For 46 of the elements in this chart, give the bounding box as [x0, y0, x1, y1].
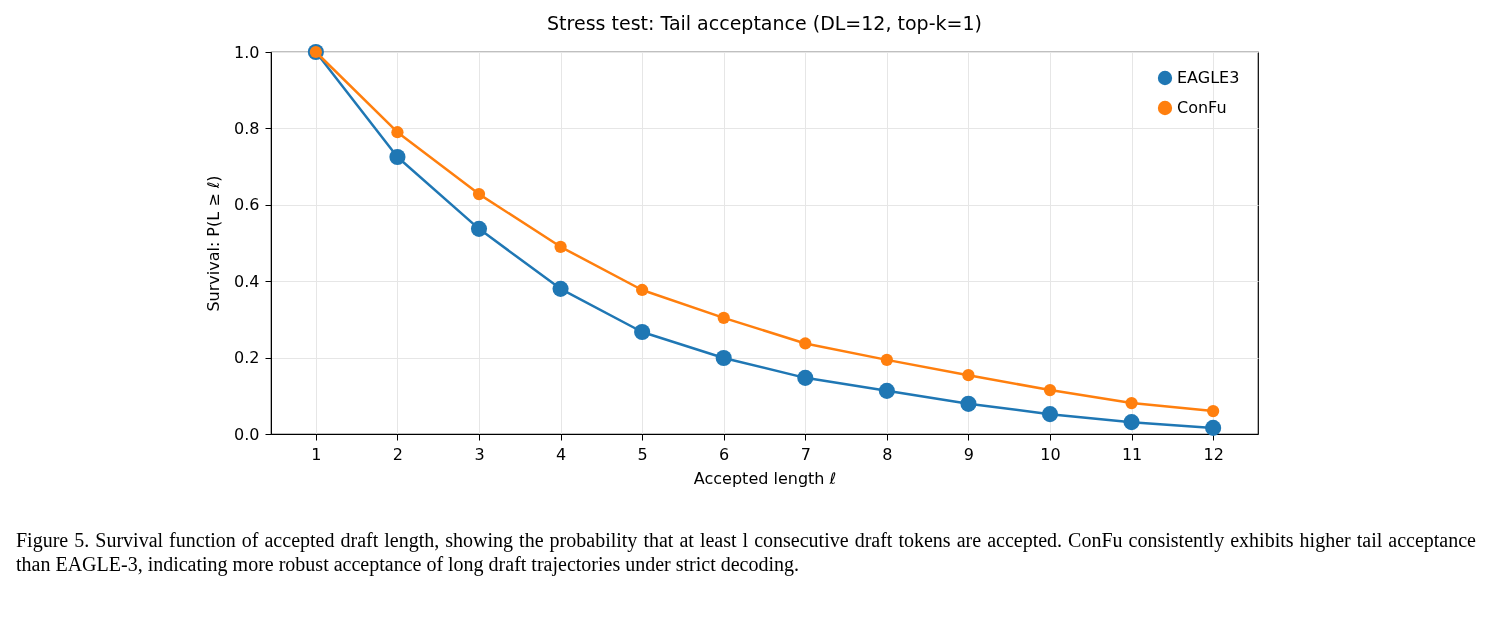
chart-title: Stress test: Tail acceptance (DL=12, top-k=1): [547, 11, 982, 34]
point: [1125, 396, 1138, 410]
legend-label: ConFu: [1177, 98, 1227, 117]
x-tick-label: 4: [555, 444, 567, 464]
x-tick-label: 6: [719, 444, 730, 464]
x-tick-label: 2: [392, 444, 404, 464]
x-tick-label: 11: [1121, 444, 1143, 464]
y-tick-label: 0.6: [234, 195, 260, 215]
y-tick-label: 0.8: [234, 118, 260, 138]
point: [962, 369, 975, 382]
x-tick-label: 5: [637, 444, 648, 464]
point: [1123, 414, 1140, 431]
x-tick-label: 9: [963, 444, 975, 464]
point: [634, 323, 651, 341]
point: [554, 240, 567, 253]
y-tick-label: 0.2: [234, 348, 260, 368]
x-tick-label: 10: [1040, 444, 1061, 464]
x-tick-label: 7: [800, 444, 811, 464]
y-tick-label: 0.0: [234, 424, 260, 444]
x-tick-label: 1: [311, 444, 322, 464]
point: [552, 280, 569, 297]
point: [389, 149, 406, 166]
y-tick-label: 0.4: [234, 271, 260, 291]
point: [470, 220, 488, 237]
x-tick-label: 8: [882, 444, 893, 464]
point: [717, 311, 730, 324]
point: [880, 353, 893, 366]
point: [960, 395, 977, 412]
point: [799, 337, 812, 350]
point: [1043, 383, 1057, 397]
point: [797, 369, 814, 386]
legend-label: EAGLE3: [1177, 68, 1240, 87]
x-axis-title: Accepted length ℓ: [693, 468, 837, 488]
point: [878, 382, 895, 399]
point: [715, 349, 732, 367]
x-tick-label: 12: [1203, 444, 1224, 464]
y-tick-label: 1.0: [234, 42, 260, 62]
x-tick-label: 3: [474, 444, 485, 464]
point: [472, 187, 486, 201]
point: [1205, 419, 1222, 436]
caption: Figure 5. Survival function of accepted draft length, showing the probability that at least l consecutive draft tokens are accepted. ConFu consistently exhibits higher tail acceptance than EAGLE-3, indicating more robust acceptance of long draft trajectories under strict decoding.: [16, 528, 1476, 576]
point: [391, 126, 404, 139]
point: [1041, 406, 1059, 423]
point: [1207, 404, 1220, 418]
y-axis-title: Survival: P(L ≥ ℓ): [204, 175, 224, 312]
point: [636, 283, 649, 297]
